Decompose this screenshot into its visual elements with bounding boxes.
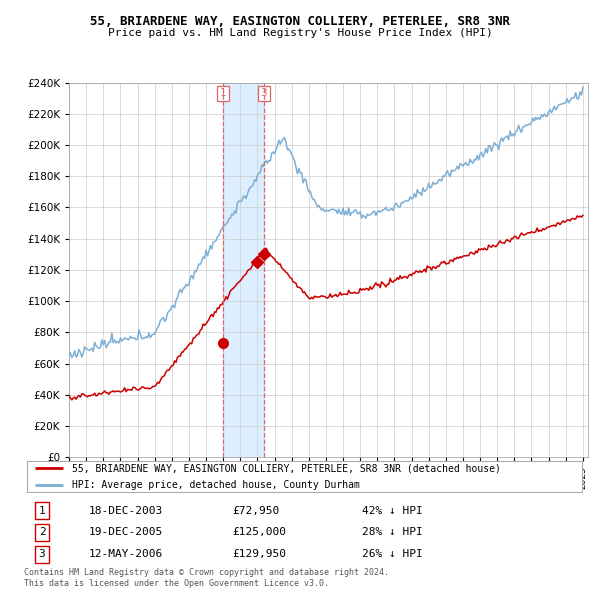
Text: 19-DEC-2005: 19-DEC-2005 — [89, 527, 163, 537]
Text: This data is licensed under the Open Government Licence v3.0.: This data is licensed under the Open Gov… — [24, 579, 329, 588]
Text: 18-DEC-2003: 18-DEC-2003 — [89, 506, 163, 516]
Text: £125,000: £125,000 — [233, 527, 287, 537]
Text: £129,950: £129,950 — [233, 549, 287, 559]
Text: Contains HM Land Registry data © Crown copyright and database right 2024.: Contains HM Land Registry data © Crown c… — [24, 568, 389, 576]
Text: 42% ↓ HPI: 42% ↓ HPI — [362, 506, 423, 516]
Text: HPI: Average price, detached house, County Durham: HPI: Average price, detached house, Coun… — [72, 480, 360, 490]
Text: 12-MAY-2006: 12-MAY-2006 — [89, 549, 163, 559]
Text: 3: 3 — [260, 88, 267, 98]
FancyBboxPatch shape — [27, 461, 583, 492]
Text: 1: 1 — [38, 506, 46, 516]
Text: 26% ↓ HPI: 26% ↓ HPI — [362, 549, 423, 559]
Text: £72,950: £72,950 — [233, 506, 280, 516]
Text: 3: 3 — [38, 549, 46, 559]
Text: 2: 2 — [38, 527, 46, 537]
Text: 28% ↓ HPI: 28% ↓ HPI — [362, 527, 423, 537]
Bar — [223, 83, 264, 457]
Text: 55, BRIARDENE WAY, EASINGTON COLLIERY, PETERLEE, SR8 3NR (detached house): 55, BRIARDENE WAY, EASINGTON COLLIERY, P… — [72, 463, 501, 473]
Text: 1: 1 — [220, 88, 226, 98]
Text: 55, BRIARDENE WAY, EASINGTON COLLIERY, PETERLEE, SR8 3NR: 55, BRIARDENE WAY, EASINGTON COLLIERY, P… — [90, 15, 510, 28]
Text: Price paid vs. HM Land Registry's House Price Index (HPI): Price paid vs. HM Land Registry's House … — [107, 28, 493, 38]
